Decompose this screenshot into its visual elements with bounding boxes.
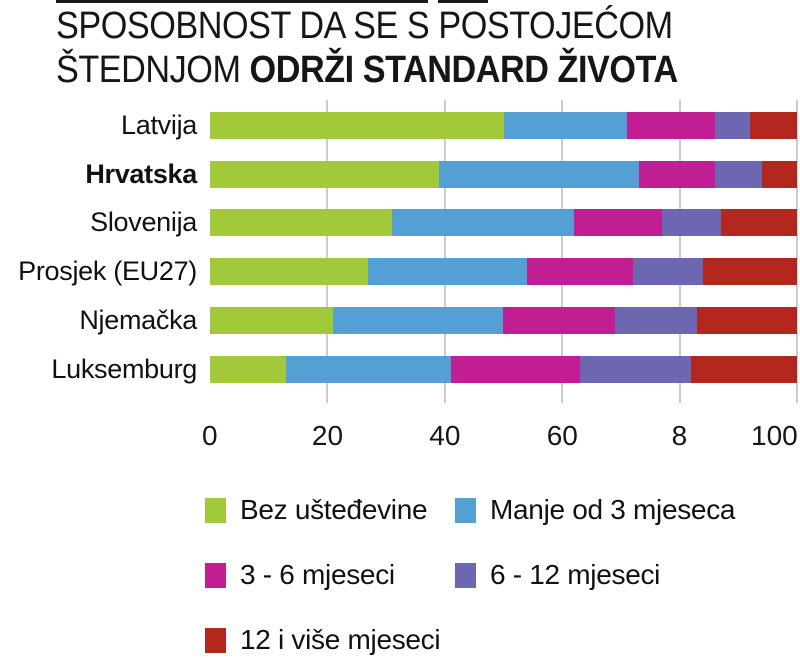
category-label: Prosjek (EU27) <box>18 256 197 287</box>
legend-swatch <box>205 497 226 523</box>
x-axis-tick-label: 60 <box>546 420 578 451</box>
gridline <box>796 100 798 403</box>
legend-swatch <box>455 562 476 588</box>
x-axis-tick-label: 0 <box>202 420 218 451</box>
bar-segment <box>210 306 334 334</box>
bar-segment <box>503 306 615 334</box>
gridline <box>443 100 446 403</box>
bar-segment <box>632 258 704 286</box>
plot-area: Latvija Hrvatska Slovenija Prosjek (EU27) Nj… <box>18 100 798 403</box>
bar-segment <box>526 258 633 286</box>
category-label: Slovenija <box>90 207 197 238</box>
x-axis-tick-label: 8 <box>671 420 688 451</box>
chart-title-line-2: ŠTEDNJOM ODRŽI STANDARD ŽIVOTA <box>56 49 678 91</box>
bar-segment <box>714 160 762 188</box>
legend-item: 6 - 12 mjeseci <box>455 559 660 591</box>
x-axis-tick-label: 100 <box>751 420 798 451</box>
chart-title-line-1: SPOSOBNOST DA SE S POSTOJEĆOM <box>56 5 673 47</box>
cropped-text-remnant <box>56 0 428 3</box>
bar-segment <box>714 112 751 139</box>
legend-item: 12 i više mjeseci <box>205 624 441 656</box>
bar-segment <box>438 160 639 188</box>
legend-label: Bez ušteđevine <box>240 494 428 525</box>
bar-segment <box>286 355 451 383</box>
bar-segment <box>720 209 797 237</box>
category-label: Latvija <box>121 110 197 140</box>
bar-row <box>210 209 797 237</box>
chart-title: SPOSOBNOST DA SE S POSTOJEĆOM ŠTEDNJOM O… <box>56 4 678 92</box>
bar-row <box>210 258 797 286</box>
bar-segment <box>333 306 504 334</box>
legend-label: 3 - 6 mjeseci <box>240 559 395 590</box>
x-axis-tick-label: 40 <box>429 420 461 451</box>
category-label: Luksemburg <box>51 353 197 384</box>
bar-segment <box>750 112 797 139</box>
legend-swatch <box>205 562 226 588</box>
bar-segment <box>697 306 797 334</box>
legend-swatch <box>205 627 226 653</box>
legend-swatch <box>455 497 476 523</box>
bar-row <box>210 112 797 139</box>
bar-segment <box>691 355 797 383</box>
bar-segment <box>626 112 715 139</box>
legend-item: Bez ušteđevine <box>205 494 428 526</box>
bar-row <box>210 160 797 188</box>
bar-segment <box>761 160 797 188</box>
bar-row <box>210 355 797 383</box>
bar-row <box>210 306 797 334</box>
gridline <box>678 100 681 403</box>
legend-item: 3 - 6 mjeseci <box>205 559 395 591</box>
legend-item: Manje od 3 mjeseca <box>455 494 735 526</box>
bar-segment <box>450 355 580 383</box>
legend-label: Manje od 3 mjeseca <box>490 494 736 525</box>
bar-segment <box>579 355 692 383</box>
x-axis-tick-label: 20 <box>311 420 344 451</box>
bar-segment <box>661 209 721 237</box>
bar-segment <box>703 258 797 286</box>
bar-segment <box>615 306 698 334</box>
bar-segment <box>368 258 527 286</box>
bar-segment <box>210 112 504 139</box>
category-label: Hrvatska <box>85 158 197 189</box>
gridline <box>326 100 329 403</box>
legend-label: 12 i više mjeseci <box>240 624 441 655</box>
bar-segment <box>391 209 574 237</box>
cropped-text-remnant <box>438 0 488 3</box>
bar-segment <box>638 160 715 188</box>
bar-segment <box>210 209 392 237</box>
bar-segment <box>210 355 287 383</box>
bar-segment <box>210 160 439 188</box>
bar-segment <box>210 258 369 286</box>
category-label: Njemačka <box>79 304 197 335</box>
bar-segment <box>573 209 662 237</box>
bar-segment <box>503 112 627 139</box>
gridline <box>561 100 564 403</box>
legend-label: 6 - 12 mjeseci <box>490 559 661 590</box>
